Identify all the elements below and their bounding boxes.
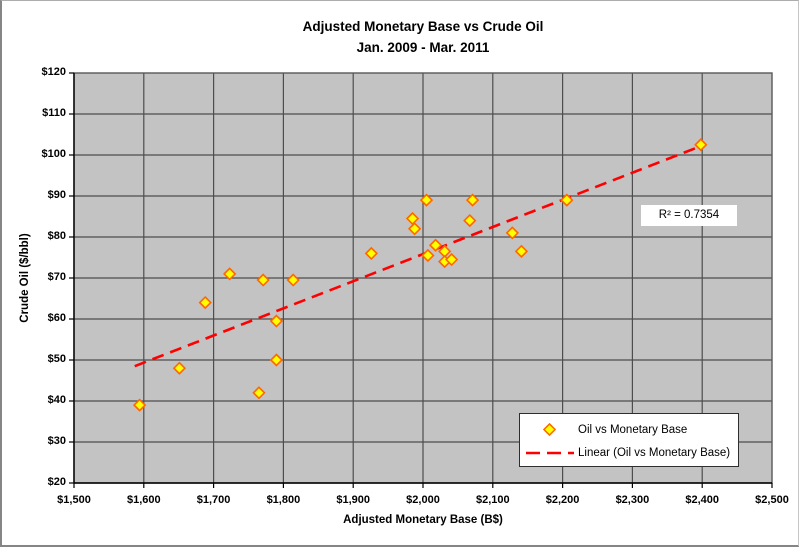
y-axis-tick-labels: $20 $30 $40 $50 $60 $70 $80 $90 $100 $110 $120	[2, 1, 68, 545]
data-point-marker[interactable]	[198, 295, 212, 310]
legend-item-trendline[interactable]: Linear (Oil vs Monetary Base)	[520, 441, 738, 464]
dashed-line-icon	[520, 450, 578, 456]
data-point-marker[interactable]	[364, 246, 378, 261]
data-point-marker[interactable]	[428, 238, 443, 252]
legend-trendline-label: Linear (Oil vs Monetary Base)	[578, 446, 731, 459]
y-axis-tick-label: $50	[47, 353, 66, 365]
data-point-marker[interactable]	[560, 193, 574, 207]
legend-item-series[interactable]: Oil vs Monetary Base	[520, 418, 738, 441]
data-point-marker[interactable]	[405, 211, 420, 226]
x-axis-tick-label: $2,000	[406, 494, 440, 506]
y-axis-tick-label: $70	[47, 271, 66, 283]
x-axis-tick-label: $1,800	[266, 494, 301, 506]
trendline[interactable]	[134, 144, 703, 368]
data-point-marker[interactable]	[407, 222, 422, 236]
x-axis-tick-labels: $1,500 $1,600 $1,700 $1,800 $1,900 $2,000 $2,1…	[2, 494, 798, 510]
x-axis-tick-label: $1,500	[57, 494, 91, 506]
data-point-marker[interactable]	[132, 398, 147, 412]
x-axis-tick-label: $2,100	[475, 494, 510, 506]
chart-title-line1: Adjusted Monetary Base vs Crude Oil	[302, 19, 544, 34]
data-point-marker[interactable]	[463, 213, 477, 228]
data-point-marker[interactable]	[172, 361, 187, 375]
data-point-marker[interactable]	[223, 267, 237, 281]
x-axis-tick-label: $1,700	[196, 494, 231, 506]
diamond-icon	[520, 423, 578, 436]
y-axis-tick-label: $80	[47, 230, 66, 242]
y-axis-tick-label: $60	[47, 312, 66, 324]
x-axis-title: Adjusted Monetary Base (B$)	[343, 514, 503, 526]
y-axis-title: Crude Oil ($/bbl)	[19, 233, 31, 323]
data-point-marker[interactable]	[514, 244, 529, 258]
data-point-marker[interactable]	[444, 252, 459, 267]
x-axis-tick-label: $2,500	[755, 494, 789, 506]
x-axis-tick-label: $2,400	[685, 494, 720, 506]
data-point-marker[interactable]	[269, 314, 284, 328]
x-axis-tick-label: $2,300	[615, 494, 650, 506]
data-point-marker[interactable]	[505, 226, 519, 240]
data-point-marker[interactable]	[421, 248, 435, 263]
data-point-marker[interactable]	[465, 193, 480, 207]
legend-box[interactable]: Oil vs Monetary Base Linear (Oil vs Mone…	[519, 413, 739, 467]
chart-title-line2: Jan. 2009 - Mar. 2011	[356, 40, 490, 55]
y-axis-tick-label: $110	[42, 107, 66, 119]
x-axis-tick-label: $2,200	[545, 494, 580, 506]
data-point-marker[interactable]	[256, 273, 270, 287]
y-axis-tick-label: $40	[47, 394, 66, 406]
data-point-marker[interactable]	[252, 386, 266, 400]
data-point-marker[interactable]	[269, 353, 284, 367]
y-axis-tick-label: $100	[41, 148, 66, 160]
r-squared-label[interactable]: R² = 0.7354	[641, 205, 737, 226]
data-point-marker[interactable]	[694, 138, 708, 152]
y-axis-tick-label: $120	[41, 66, 66, 78]
data-point-marker[interactable]	[286, 273, 300, 287]
y-axis-tick-label: $20	[47, 476, 66, 488]
legend-series-label: Oil vs Monetary Base	[578, 423, 688, 436]
y-axis-tick-label: $30	[47, 435, 66, 447]
data-point-marker[interactable]	[419, 193, 434, 207]
y-axis-tick-label: $90	[47, 189, 66, 201]
x-axis-tick-label: $1,900	[336, 494, 371, 506]
chart-title[interactable]: Adjusted Monetary Base vs Crude Oil Jan.…	[74, 16, 772, 58]
x-axis-tick-label: $1,600	[126, 494, 161, 506]
